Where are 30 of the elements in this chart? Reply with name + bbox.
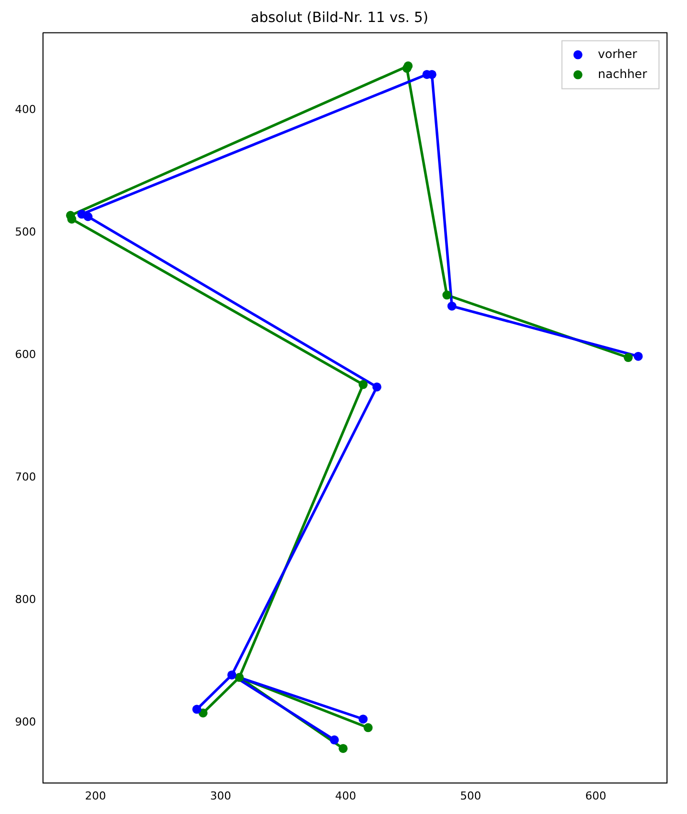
point <box>227 670 236 680</box>
point <box>364 723 373 732</box>
point <box>358 380 368 390</box>
point <box>358 714 368 724</box>
point <box>404 61 413 70</box>
x-tick-label: 500 <box>460 789 482 802</box>
point <box>84 212 93 222</box>
point <box>442 290 452 300</box>
point <box>67 214 76 224</box>
x-tick-label: 400 <box>335 789 356 802</box>
point <box>372 382 382 392</box>
x-tick-label: 200 <box>85 789 106 802</box>
y-tick-label: 700 <box>14 470 36 484</box>
point <box>634 352 643 361</box>
y-tick-label: 800 <box>14 593 36 606</box>
chart-title: absolut (Bild-Nr. 11 vs. 5) <box>250 10 428 26</box>
point <box>447 302 456 311</box>
x-tick-label: 600 <box>585 789 606 802</box>
y-tick-label: 400 <box>14 102 36 116</box>
y-tick-label: 900 <box>14 716 36 729</box>
legend-label: nachher <box>598 66 648 81</box>
point <box>338 744 348 753</box>
y-tick-label: 500 <box>14 225 36 238</box>
x-tick-label: 300 <box>210 789 232 802</box>
point <box>234 672 244 682</box>
y-tick-label: 600 <box>14 348 36 361</box>
legend-label: vorher <box>598 46 638 61</box>
point <box>624 353 633 362</box>
point <box>192 704 202 714</box>
point <box>330 735 339 744</box>
